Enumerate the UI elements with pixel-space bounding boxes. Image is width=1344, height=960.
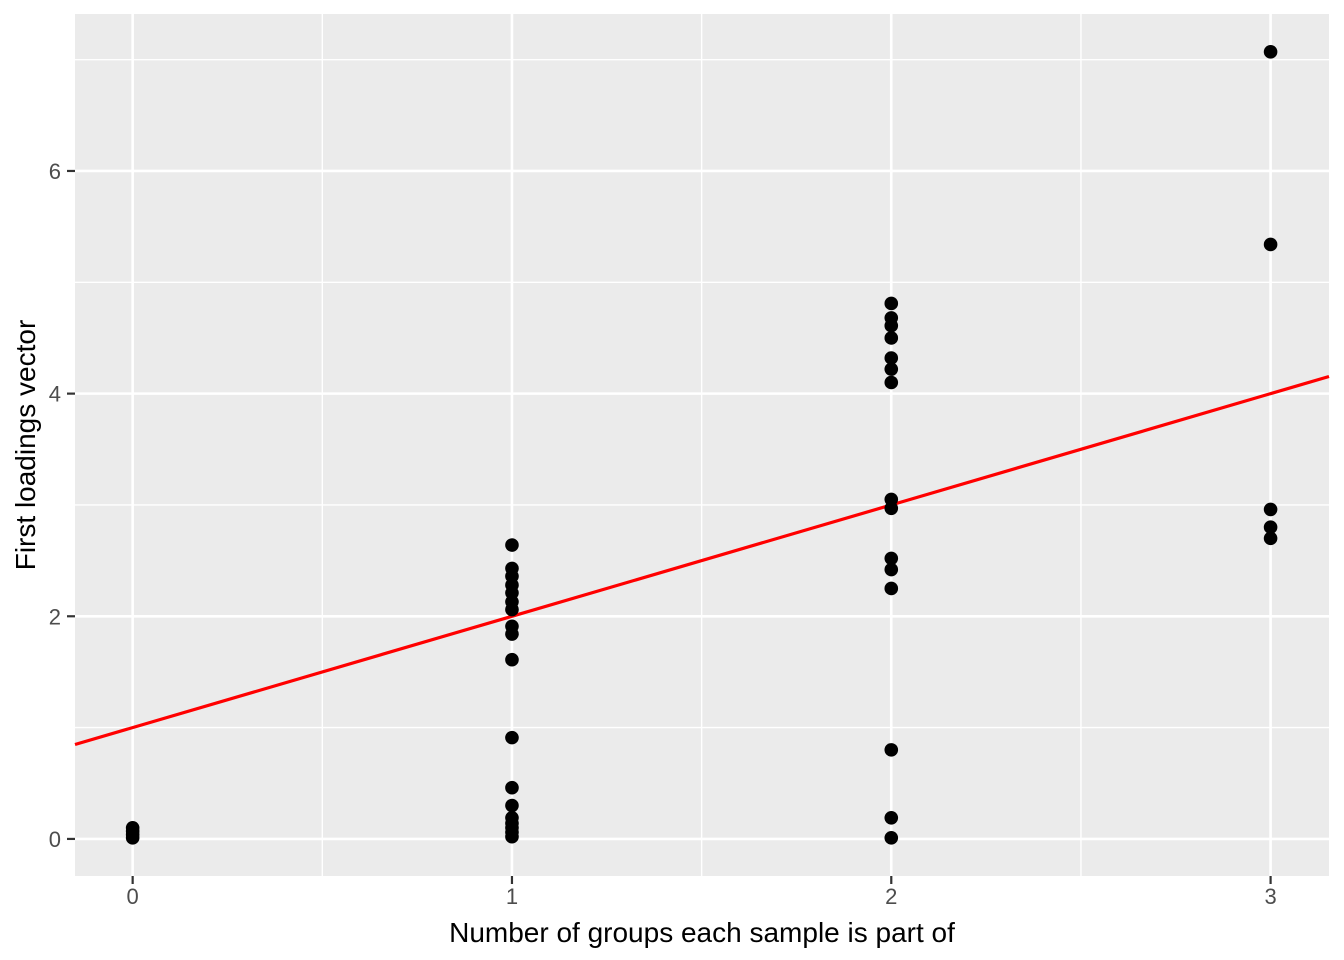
y-axis-title: First loadings vector [10, 320, 41, 571]
data-point [884, 831, 899, 845]
data-point [505, 798, 519, 813]
minor-gridlines [75, 14, 1329, 876]
scatter-points-layer [125, 45, 1278, 845]
data-point [884, 501, 899, 516]
y-tick-label: 4 [49, 382, 61, 407]
data-point [505, 730, 519, 745]
x-tick-label: 0 [127, 884, 139, 909]
data-point [505, 829, 519, 844]
data-point [1263, 502, 1278, 517]
y-axis-tick-labels: 0 2 4 6 [49, 159, 61, 852]
data-point [505, 538, 519, 552]
data-point [884, 362, 899, 376]
data-point [505, 652, 519, 667]
x-tick-label: 1 [506, 884, 518, 909]
data-point [884, 351, 899, 365]
y-tick-label: 6 [49, 159, 61, 184]
data-point [884, 318, 899, 333]
data-point [884, 331, 899, 345]
data-point [505, 780, 519, 795]
data-point [1263, 531, 1278, 546]
x-axis-title: Number of groups each sample is part of [449, 917, 955, 948]
data-point [505, 602, 519, 617]
data-point [1263, 45, 1278, 59]
data-point [125, 820, 140, 835]
data-point [884, 296, 899, 311]
x-tick-label: 3 [1264, 884, 1276, 909]
regression-line [74, 374, 1330, 747]
y-tick-label: 2 [49, 604, 61, 629]
data-point [1263, 520, 1278, 535]
data-point [505, 627, 519, 641]
major-gridlines [75, 14, 1329, 876]
data-point [884, 551, 899, 566]
data-point [884, 743, 899, 757]
x-tick-label: 2 [885, 884, 897, 909]
axis-tick-marks [67, 169, 1272, 884]
y-tick-label: 0 [49, 827, 61, 852]
data-point [1263, 237, 1278, 252]
data-point [884, 375, 899, 390]
data-point [884, 581, 899, 596]
data-point [884, 810, 899, 825]
data-point [884, 562, 899, 577]
x-axis-tick-labels: 0 1 2 3 [127, 884, 1277, 909]
